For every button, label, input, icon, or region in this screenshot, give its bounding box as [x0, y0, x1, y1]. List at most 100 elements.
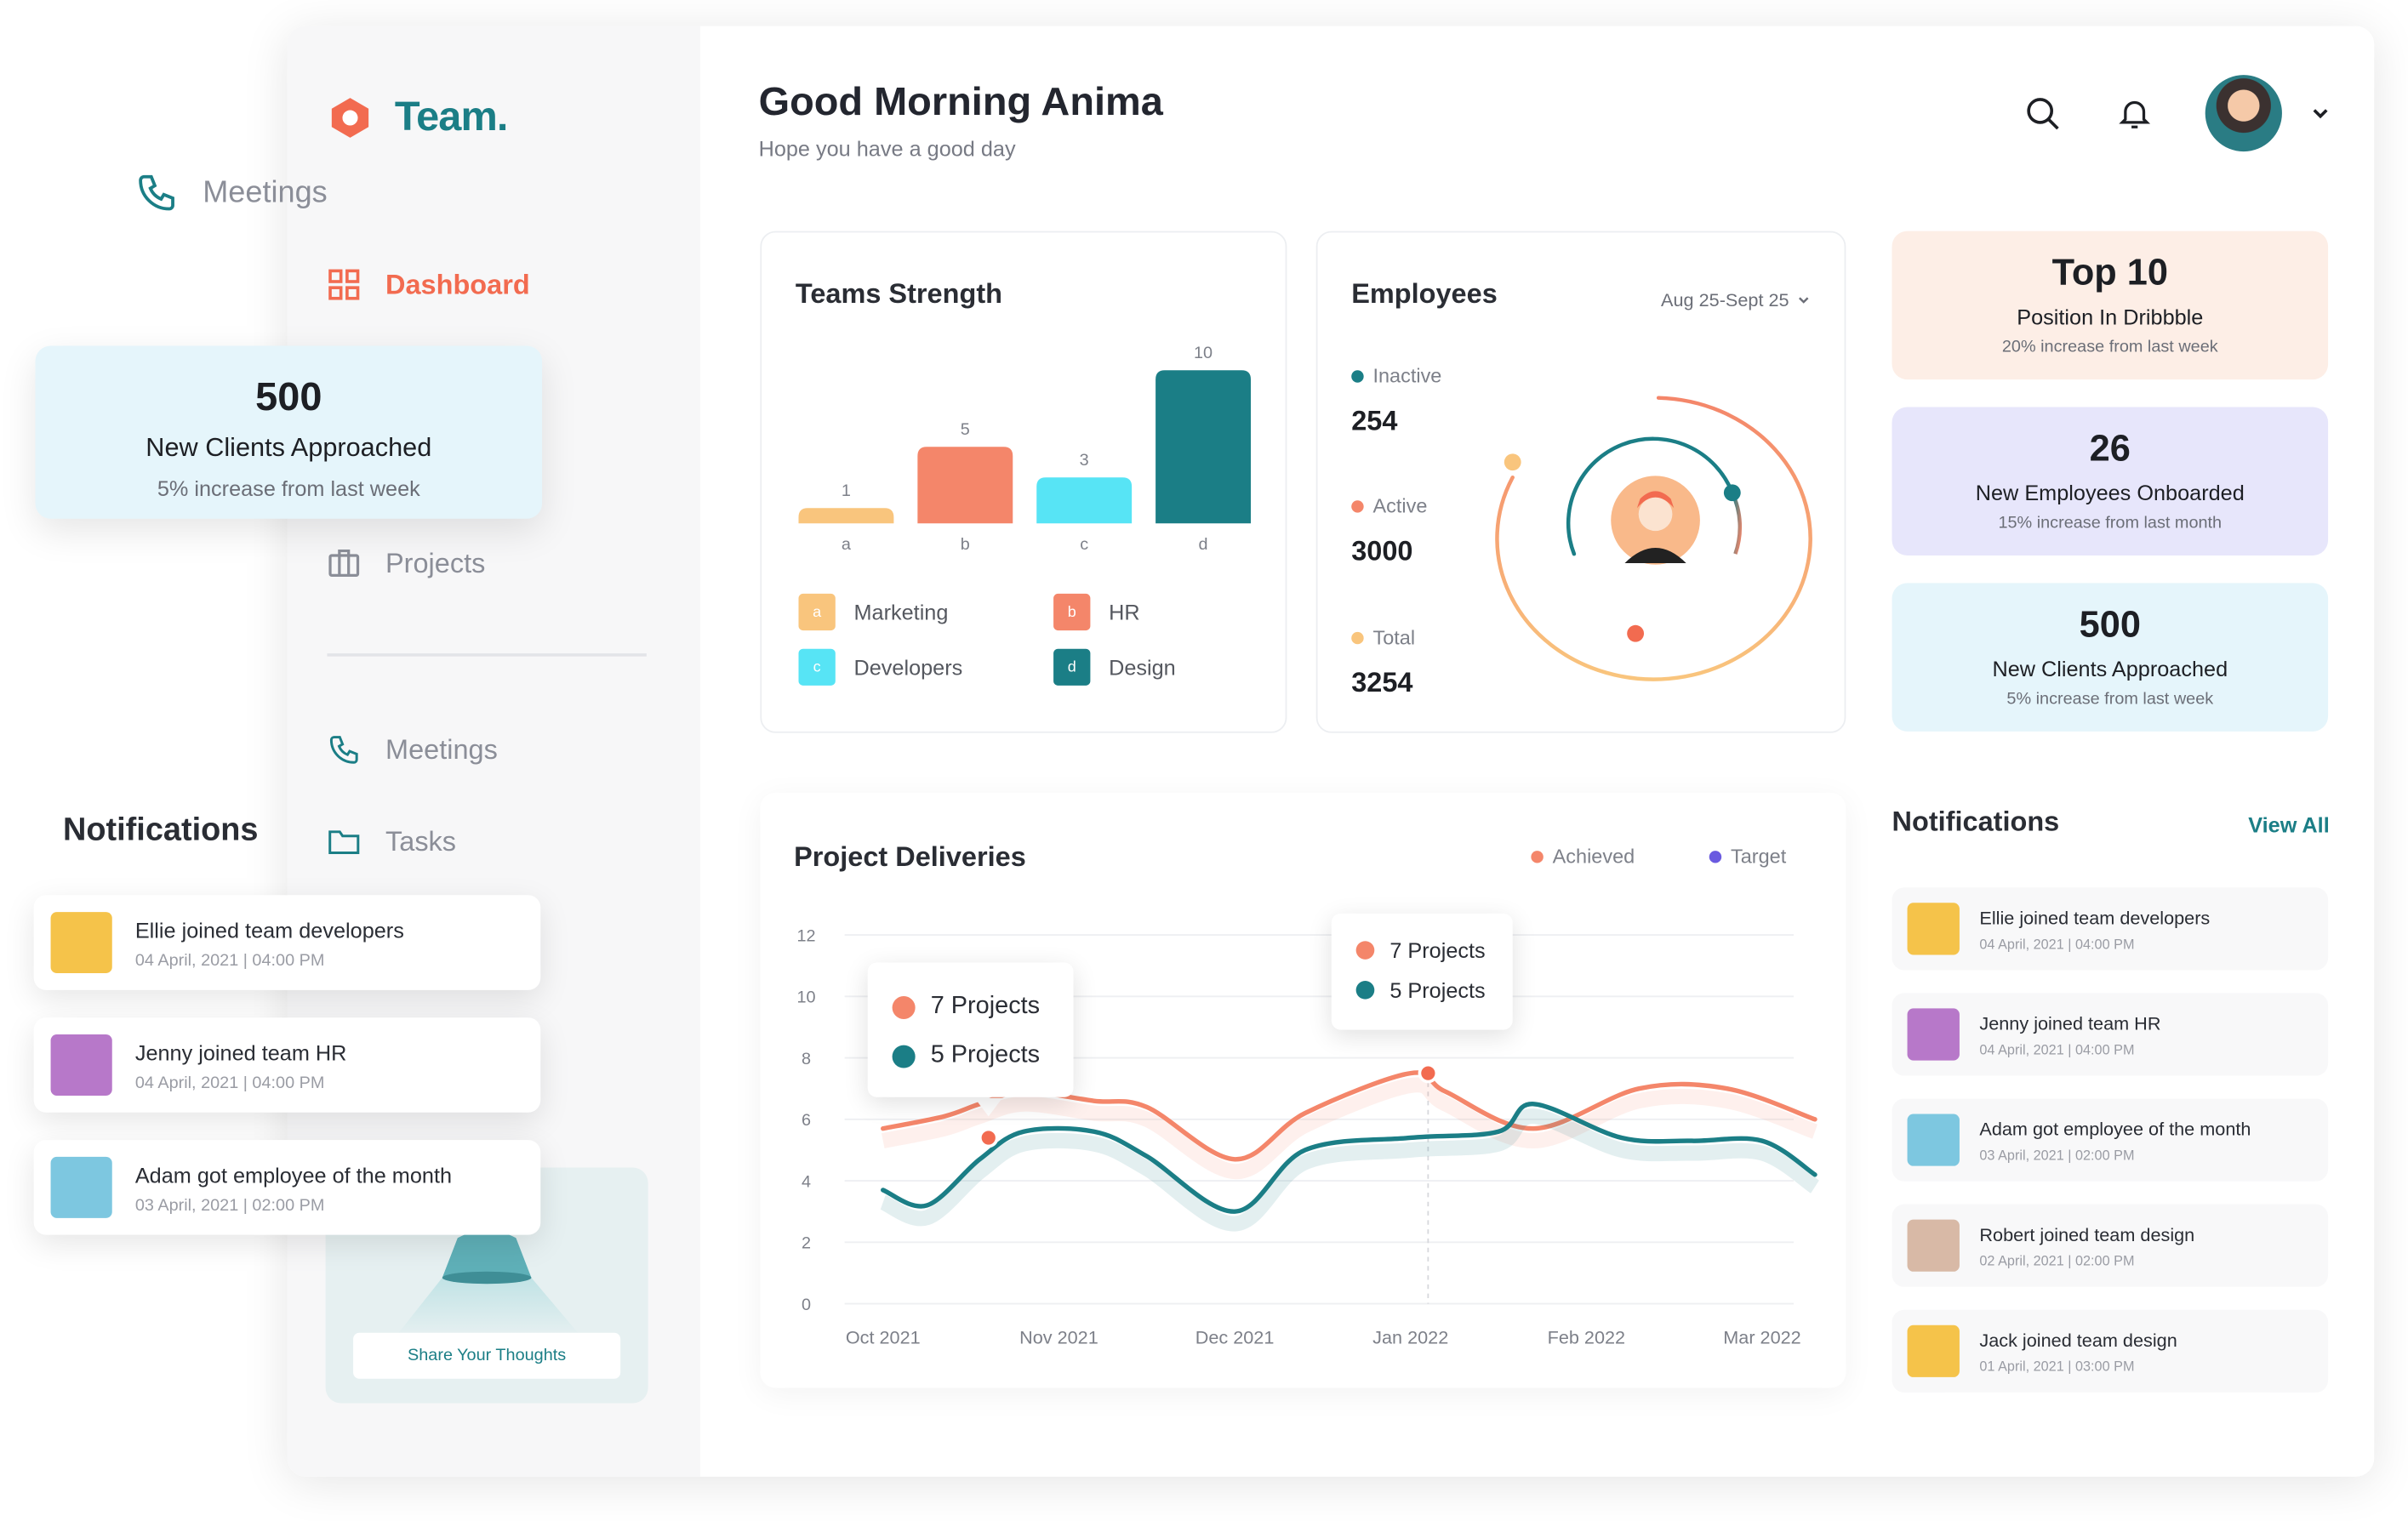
legend-label: Achieved [1552, 844, 1635, 868]
label-text: Inactive [1372, 364, 1442, 388]
notification-item[interactable]: Robert joined team design 02 April, 2021… [1892, 1204, 2329, 1287]
avatar [1907, 1324, 1960, 1377]
floating-meetings-item[interactable]: Meetings [135, 171, 328, 214]
search-icon [2027, 98, 2059, 130]
avatar [1907, 903, 1960, 955]
stat-label: New Clients Approached [146, 433, 432, 463]
brand-logo[interactable]: Team. [330, 94, 508, 141]
notifications-heading: Notifications [1892, 806, 2060, 837]
stat-number: 26 [2089, 428, 2131, 470]
y-tick-label: 10 [796, 988, 815, 1007]
avatar [50, 1034, 112, 1096]
tooltip-text: 5 Projects [1389, 977, 1486, 1003]
stat-subtext: 5% increase from last week [157, 476, 420, 501]
bar-category-label: b [961, 535, 970, 554]
sidebar-item-tasks[interactable]: Tasks [327, 825, 456, 859]
tooltip-text: 7 Projects [930, 993, 1041, 1020]
sidebar-item-meetings[interactable]: Meetings [327, 733, 498, 767]
legend-swatch: b [1053, 593, 1091, 631]
employees-orbit-chart [1495, 396, 1812, 681]
chart-tooltip: 7 Projects 5 Projects [1331, 913, 1513, 1030]
inactive-ring [1566, 436, 1735, 556]
stat-subtext: 15% increase from last month [1998, 514, 2223, 533]
bar-b [917, 447, 1013, 524]
floating-stat-card: 500 New Clients Approached 5% increase f… [35, 345, 543, 519]
tooltip-dot [892, 1044, 916, 1068]
data-point-marker [979, 1127, 999, 1148]
x-tick-label: Oct 2021 [846, 1326, 921, 1347]
sidebar-item-label: Projects [385, 547, 486, 578]
notification-item[interactable]: Adam got employee of the month 03 April,… [1892, 1098, 2329, 1182]
tooltip-row-achieved: 7 Projects [1355, 937, 1488, 963]
notification-date: 04 April, 2021 | 04:00 PM [1979, 1041, 2135, 1057]
tooltip-text: 7 Projects [1389, 937, 1486, 963]
sidebar-item-projects[interactable]: Projects [327, 546, 485, 580]
sidebar-divider [327, 653, 647, 657]
floating-notification-item[interactable]: Ellie joined team developers 04 April, 2… [33, 895, 541, 990]
stat-number: 500 [255, 373, 322, 419]
notification-text: Adam got employee of the month [134, 1163, 453, 1188]
notification-item[interactable]: Ellie joined team developers 04 April, 2… [1892, 887, 2329, 971]
bar-category-label: c [1080, 535, 1088, 554]
chart-tooltip: 7 Projects 5 Projects [867, 962, 1074, 1097]
y-tick-label: 0 [802, 1296, 811, 1314]
date-range-select[interactable]: Aug 25-Sept 25 [1661, 289, 1811, 310]
status-dot [1351, 369, 1364, 382]
notification-item[interactable]: Jack joined team design 01 April, 2021 |… [1892, 1309, 2329, 1393]
notification-item[interactable]: Jenny joined team HR 04 April, 2021 | 04… [1892, 993, 2329, 1076]
status-dot [1351, 499, 1364, 512]
notification-text: Ellie joined team developers [134, 918, 404, 943]
floating-notification-item[interactable]: Adam got employee of the month 03 April,… [33, 1140, 541, 1235]
notification-text: Jenny joined team HR [134, 1040, 347, 1065]
folder-icon [328, 830, 360, 855]
bar-category-label: a [842, 535, 852, 554]
floating-notifications-heading: Notifications [62, 812, 259, 848]
label-text: Total [1372, 625, 1416, 649]
y-tick-label: 12 [796, 926, 815, 945]
notification-date: 04 April, 2021 | 04:00 PM [134, 1074, 325, 1093]
stat-label: New Employees Onboarded [1975, 480, 2245, 505]
sidebar-item-dashboard[interactable]: Dashboard [327, 268, 530, 302]
notification-text: Jack joined team design [1979, 1330, 2177, 1352]
employees-inactive-value: 254 [1351, 405, 1398, 436]
active-ring [1495, 396, 1812, 681]
avatar [1907, 1219, 1960, 1272]
share-thoughts-button[interactable]: Share Your Thoughts [353, 1332, 621, 1379]
notifications-button[interactable] [2113, 92, 2156, 134]
x-tick-label: Jan 2022 [1372, 1326, 1448, 1347]
search-button[interactable] [2021, 92, 2064, 134]
card-title: Project Deliveries [794, 841, 1026, 873]
legend-item-design: d Design [1053, 648, 1176, 686]
legend-label: Marketing [853, 600, 949, 624]
brand-name: Team. [394, 93, 509, 140]
employees-total-value: 3254 [1351, 667, 1413, 698]
sidebar-item-label: Meetings [385, 733, 498, 765]
avatar [1907, 1114, 1960, 1166]
tooltip-row-target: 5 Projects [1355, 977, 1488, 1003]
floating-notification-item[interactable]: Jenny joined team HR 04 April, 2021 | 04… [33, 1017, 541, 1113]
chevron-down-icon[interactable] [2309, 103, 2331, 124]
legend-label: Target [1731, 844, 1787, 868]
inactive-ring-tail [1730, 492, 1743, 555]
date-range-value: Aug 25-Sept 25 [1661, 288, 1789, 311]
tooltip-row-target: 5 Projects [892, 1042, 1049, 1069]
bar-value-label: 3 [1080, 451, 1089, 470]
employee-avatar-body [1624, 547, 1686, 563]
employees-total-label: Total [1351, 626, 1415, 649]
legend-swatch: c [798, 648, 836, 686]
stat-card-clients: 500 New Clients Approached 5% increase f… [1892, 583, 2329, 732]
notification-text: Jenny joined team HR [1979, 1012, 2161, 1034]
bar-value-label: 10 [1194, 344, 1213, 362]
user-avatar[interactable] [2205, 75, 2282, 152]
employees-active-value: 3000 [1351, 535, 1413, 567]
x-tick-label: Mar 2022 [1723, 1326, 1800, 1347]
notification-date: 02 April, 2021 | 02:00 PM [1979, 1253, 2135, 1269]
stat-card-employees: 26 New Employees Onboarded 15% increase … [1892, 407, 2329, 555]
chevron-down-icon [1799, 296, 1809, 303]
phone-icon [139, 174, 174, 211]
stat-number: 500 [2079, 604, 2141, 647]
inactive-marker [1723, 484, 1741, 502]
avatar [1907, 1008, 1960, 1061]
view-all-link[interactable]: View All [2248, 812, 2330, 837]
grid-icon [328, 269, 360, 300]
